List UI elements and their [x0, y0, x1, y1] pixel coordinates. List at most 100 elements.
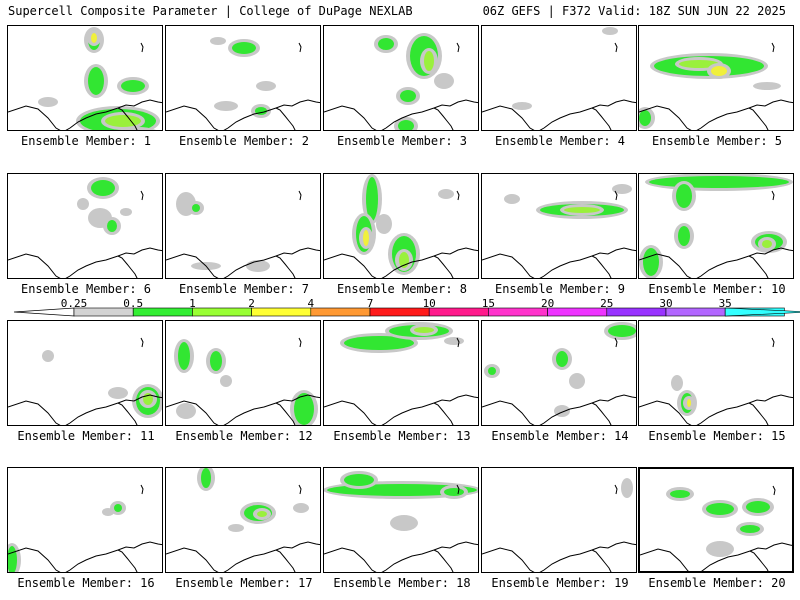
- lake-outline: [456, 484, 460, 495]
- scp-contour-green: [210, 351, 222, 371]
- ensemble-member-label: Ensemble Member: 8: [336, 282, 468, 296]
- ensemble-member-panel-1: [7, 25, 163, 131]
- ensemble-member-panel-14: [481, 320, 637, 426]
- lake-outline: [298, 190, 302, 201]
- colorbar-tick-label: 35: [718, 297, 732, 310]
- scp-contour-gray: [246, 260, 270, 272]
- scp-contour-gray: [102, 508, 114, 516]
- scp-contour-lightgreen: [414, 327, 434, 333]
- coastline: [482, 247, 636, 278]
- ensemble-member-label: Ensemble Member: 3: [336, 134, 468, 148]
- coastline: [117, 402, 138, 425]
- scp-contour-green: [639, 110, 651, 126]
- scp-contour-gray: [108, 387, 128, 399]
- lake-outline: [456, 337, 460, 348]
- scp-contour-green: [192, 204, 200, 212]
- ensemble-member-panel-12: [165, 320, 321, 426]
- ensemble-member-panel-16: [7, 467, 163, 573]
- scp-contour-green: [121, 80, 145, 92]
- scp-contour-gray: [42, 350, 54, 362]
- member-map-20: [640, 485, 792, 571]
- member-map-16: [8, 484, 162, 572]
- scp-contour-green: [118, 130, 158, 131]
- scp-contour-gray: [753, 82, 781, 90]
- scp-contour-yellow: [711, 66, 727, 76]
- member-map-1: [8, 27, 162, 131]
- scp-contour-gray: [671, 375, 683, 391]
- lake-outline: [771, 42, 775, 53]
- ensemble-member-label: Ensemble Member: 12: [175, 429, 313, 443]
- lake-outline: [771, 190, 775, 201]
- scp-contour-lightgreen: [762, 240, 772, 248]
- colorbar-segment: [192, 307, 252, 317]
- colorbar-tick-label: 10: [422, 297, 436, 310]
- lake-outline: [140, 484, 144, 495]
- scp-contour-green: [88, 67, 104, 95]
- scp-contour-green: [556, 351, 568, 367]
- ensemble-member-label: Ensemble Member: 16: [17, 576, 155, 590]
- scp-contour-gray: [214, 101, 238, 111]
- scp-contour-green: [649, 176, 789, 188]
- scp-contour-green: [344, 336, 414, 350]
- colorbar-segment: [251, 307, 312, 317]
- ensemble-member-panel-13: [323, 320, 479, 426]
- member-map-13: [324, 322, 478, 425]
- color-scale-bar: [13, 307, 800, 317]
- member-map-10: [639, 174, 793, 278]
- scp-contour-lightgreen: [105, 115, 141, 127]
- ensemble-member-label: Ensemble Member: 18: [333, 576, 471, 590]
- coastline: [482, 99, 636, 130]
- member-map-2: [166, 37, 320, 130]
- coastline: [639, 394, 793, 425]
- member-map-3: [324, 33, 478, 130]
- scp-contour-green: [706, 503, 734, 515]
- scp-contour-gray: [569, 373, 585, 389]
- scp-contour-gray: [444, 337, 464, 345]
- scp-contour-yellow: [687, 399, 691, 407]
- coastline: [591, 107, 612, 130]
- coastline: [591, 402, 612, 425]
- scp-contour-gray: [210, 37, 226, 45]
- scp-contour-green: [400, 90, 416, 102]
- ensemble-member-label: Ensemble Member: 4: [494, 134, 626, 148]
- member-map-4: [482, 27, 636, 130]
- member-map-18: [324, 471, 478, 572]
- scp-contour-green: [201, 468, 211, 488]
- ensemble-member-panel-10: [638, 173, 794, 279]
- lake-outline: [772, 485, 776, 496]
- ensemble-member-label: Ensemble Member: 10: [648, 282, 786, 296]
- coastline: [166, 247, 320, 278]
- scp-contour-green: [378, 38, 394, 50]
- coastline: [275, 255, 296, 278]
- colorbar-segment: [547, 307, 608, 317]
- scp-contour-green: [740, 525, 760, 533]
- ensemble-member-panel-17: [165, 467, 321, 573]
- scp-contour-green: [344, 474, 374, 486]
- scp-contour-gray: [612, 184, 632, 194]
- colorbar-tick-label: 15: [481, 297, 496, 310]
- coastline: [433, 402, 454, 425]
- scp-contour-gray: [434, 73, 454, 89]
- ensemble-member-panel-19: [481, 467, 637, 573]
- ensemble-member-panel-3: [323, 25, 479, 131]
- ensemble-member-label: Ensemble Member: 19: [491, 576, 629, 590]
- coastline: [639, 99, 793, 130]
- scp-contour-green: [746, 501, 770, 513]
- scp-contour-green: [91, 180, 115, 196]
- colorbar-segment: [488, 307, 548, 317]
- scp-contour-gray: [512, 102, 532, 110]
- scp-contour-gray: [120, 208, 132, 216]
- scp-contour-green: [114, 504, 122, 512]
- valid-time: 06Z GEFS | F372 Valid: 18Z SUN JUN 22 20…: [482, 4, 786, 18]
- member-map-17: [166, 468, 320, 572]
- ensemble-member-label: Ensemble Member: 15: [648, 429, 786, 443]
- colorbar-tick-label: 30: [659, 297, 673, 310]
- scp-contour-green: [398, 120, 414, 130]
- scp-contour-green: [294, 393, 314, 425]
- scp-contour-gray: [376, 214, 392, 234]
- ensemble-member-panel-11: [7, 320, 163, 426]
- scp-contour-gray: [390, 515, 418, 531]
- lake-outline: [140, 337, 144, 348]
- ensemble-member-label: Ensemble Member: 11: [17, 429, 155, 443]
- scp-contour-green: [178, 342, 190, 370]
